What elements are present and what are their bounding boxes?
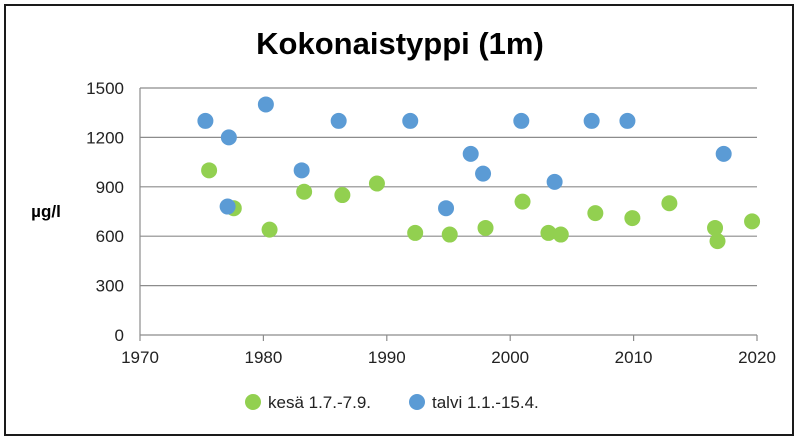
data-point-series-1 (707, 219, 724, 236)
data-point-series-2 (220, 129, 237, 146)
chart-title: Kokonaistyppi (1m) (256, 26, 544, 61)
x-tick-label: 1980 (244, 348, 282, 367)
y-tick-label: 900 (96, 178, 124, 197)
y-tick-label: 600 (96, 227, 124, 246)
data-point-series-1 (201, 162, 218, 179)
chart-frame (4, 4, 794, 436)
y-axis-label: µg/l (31, 202, 61, 221)
data-point-series-1 (709, 233, 726, 250)
data-point-series-1 (477, 219, 494, 236)
data-point-series-1 (261, 221, 278, 238)
data-point-series-2 (619, 112, 636, 129)
x-tick-label: 1970 (121, 348, 159, 367)
data-point-series-2 (462, 145, 479, 162)
legend-marker-series-2 (409, 394, 425, 410)
data-point-series-1 (514, 193, 531, 210)
data-point-series-1 (334, 187, 351, 204)
data-point-series-2 (715, 145, 732, 162)
data-point-series-1 (368, 175, 385, 192)
data-point-series-2 (402, 112, 419, 129)
data-point-series-1 (587, 205, 604, 222)
data-point-series-1 (296, 183, 313, 200)
data-point-series-1 (624, 210, 641, 227)
y-tick-label: 0 (115, 326, 124, 345)
data-point-series-2 (330, 112, 347, 129)
data-point-series-2 (513, 112, 530, 129)
data-point-series-2 (293, 162, 310, 179)
legend-label-series-2: talvi 1.1.-15.4. (432, 393, 539, 412)
data-point-series-2 (546, 173, 563, 190)
data-point-series-1 (441, 226, 458, 243)
legend-label-series-1: kesä 1.7.-7.9. (268, 393, 371, 412)
data-point-series-1 (552, 226, 569, 243)
y-tick-label: 1200 (86, 128, 124, 147)
data-point-series-1 (661, 195, 678, 212)
data-point-series-2 (583, 112, 600, 129)
data-point-series-2 (197, 112, 214, 129)
legend-marker-series-1 (245, 394, 261, 410)
data-point-series-2 (257, 96, 274, 113)
data-point-series-2 (475, 165, 492, 182)
data-point-series-2 (438, 200, 455, 217)
data-point-series-1 (744, 213, 761, 230)
y-tick-label: 1500 (86, 79, 124, 98)
x-tick-label: 2010 (615, 348, 653, 367)
x-tick-label: 2020 (738, 348, 776, 367)
y-tick-label: 300 (96, 277, 124, 296)
data-point-series-1 (540, 224, 557, 241)
x-tick-label: 2000 (491, 348, 529, 367)
x-tick-label: 1990 (368, 348, 406, 367)
data-point-series-2 (219, 198, 236, 215)
data-point-series-1 (407, 224, 424, 241)
